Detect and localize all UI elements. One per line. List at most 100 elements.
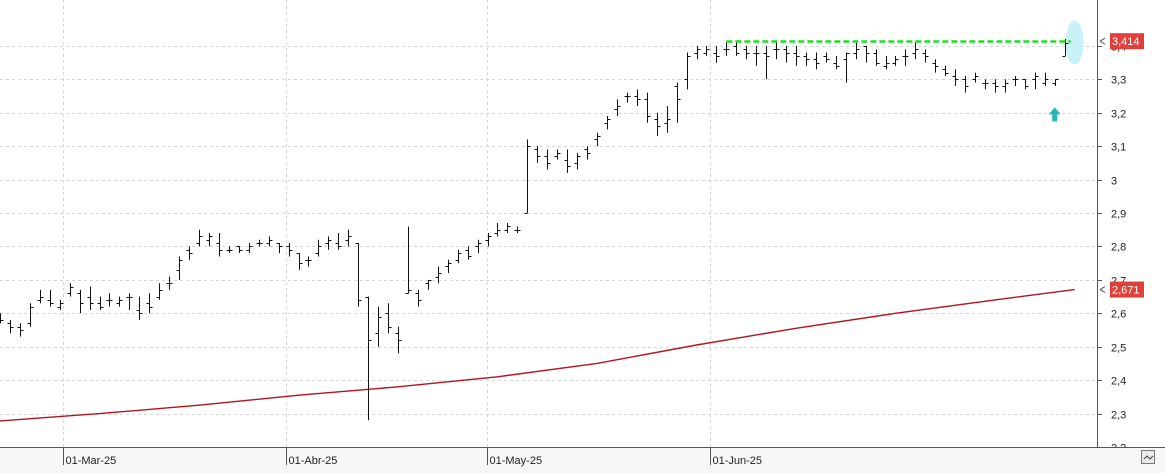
ohlc-bar: [415, 289, 422, 307]
price-badge-bg: [1110, 281, 1144, 298]
ohlc-bar: [982, 79, 989, 90]
ohlc-bar: [67, 283, 74, 297]
ohlc-bar: [37, 289, 44, 304]
ohlc-bar: [853, 42, 860, 60]
ohlc-bar: [176, 256, 183, 280]
y-tick-label: 2,5: [1111, 343, 1126, 355]
ohlc-bar: [196, 229, 203, 247]
ohlc-bar: [524, 139, 531, 214]
ohlc-bar: [395, 326, 402, 354]
x-tick-label: 01-Jun-25: [713, 455, 763, 467]
ohlc-bar: [952, 69, 959, 86]
ohlc-bar: [942, 65, 949, 76]
ohlc-bar: [335, 233, 342, 250]
ohlc-bar: [1012, 75, 1019, 86]
ohlc-bar: [644, 92, 651, 123]
ohlc-bar: [664, 106, 671, 133]
y-tick-label: 2,6: [1111, 309, 1126, 321]
ohlc-bar: [156, 283, 163, 300]
price-badge: 2,671: [1099, 281, 1144, 298]
ohlc-bar: [325, 236, 332, 250]
ohlc-bar: [435, 266, 442, 284]
ohlc-bar: [883, 55, 890, 70]
ohlc-bar: [514, 226, 521, 234]
ohlc-bar: [17, 323, 24, 337]
ohlc-bar: [1002, 79, 1009, 93]
ohlc-bar: [97, 296, 104, 310]
x-axis-strip: [0, 447, 1165, 473]
ohlc-bar: [475, 239, 482, 254]
ohlc-bar: [1022, 79, 1029, 90]
ohlc-bar: [286, 243, 293, 257]
ohlc-bar: [256, 239, 263, 247]
ohlc-bar: [544, 149, 551, 170]
ohlc-bar: [604, 116, 611, 130]
y-tick-label: 3,1: [1111, 142, 1126, 154]
ohlc-bar: [216, 233, 223, 257]
ohlc-bar: [206, 233, 213, 247]
ohlc-bar: [574, 152, 581, 170]
ohlc-bar: [87, 286, 94, 310]
price-pointer-icon: [1099, 37, 1106, 45]
ohlc-bar: [813, 52, 820, 70]
ohlc-bar: [405, 226, 412, 294]
ohlc-bars-layer: [0, 39, 1069, 421]
ohlc-bar: [733, 42, 740, 56]
ohlc-bar: [723, 42, 730, 56]
ohlc-bar: [843, 52, 850, 83]
ohlc-bar: [485, 233, 492, 247]
ohlc-bar: [166, 276, 173, 290]
ohlc-bar: [385, 303, 392, 334]
ohlc-bar: [833, 55, 840, 70]
x-tick-label: 01-May-25: [490, 455, 543, 467]
ohlc-bar: [226, 246, 233, 254]
y-tick-label: 3,3: [1111, 75, 1126, 87]
ohlc-bar: [594, 132, 601, 147]
ohlc-bar: [534, 146, 541, 163]
ohlc-bar: [932, 59, 939, 73]
price-badge-label: 2,671: [1112, 285, 1140, 297]
y-axis: 2,22,32,42,52,62,72,82,933,13,23,33,43,4…: [1097, 0, 1144, 455]
ohlc-bar: [554, 149, 561, 160]
ohlc-bar: [962, 75, 969, 93]
ohlc-bar: [694, 45, 701, 60]
price-badge-bg: [1110, 33, 1144, 50]
ohlc-bar: [465, 246, 472, 260]
grid-layer: [0, 0, 1096, 448]
ohlc-bar: [146, 293, 153, 314]
ohlc-bar: [823, 52, 830, 63]
ohlc-bar: [266, 236, 273, 247]
x-axis: 01-Mar-25 01-Abr-25 01-May-25 01-Jun-25: [0, 447, 1165, 473]
ohlc-bar: [27, 303, 34, 327]
ohlc-bar: [375, 306, 382, 347]
arrow-up-icon: [1048, 107, 1061, 122]
ohlc-bar: [703, 45, 710, 56]
y-tick-label: 2,3: [1111, 410, 1126, 422]
ohlc-bar: [296, 253, 303, 270]
ohlc-bar: [902, 49, 909, 66]
price-badge: 3,414: [1099, 33, 1144, 50]
ohlc-bar: [873, 49, 880, 66]
ohlc-bar: [365, 296, 372, 421]
ohlc-bar: [315, 239, 322, 257]
ohlc-bar: [684, 52, 691, 90]
y-tick-label: 2,8: [1111, 242, 1126, 254]
moving-average-layer: [0, 288, 1075, 422]
annotations-layer: [726, 20, 1084, 122]
ohlc-bar: [236, 246, 243, 254]
ohlc-bar: [136, 296, 143, 320]
y-tick-label: 2,4: [1111, 376, 1126, 388]
ohlc-bar: [912, 42, 919, 60]
ohlc-bar: [186, 246, 193, 260]
ohlc-bar: [634, 89, 641, 107]
ohlc-bar: [305, 256, 312, 267]
ohlc-bar: [106, 293, 113, 307]
ohlc-bar: [1042, 72, 1049, 86]
ohlc-bar: [793, 45, 800, 66]
ohlc-bar: [713, 45, 720, 63]
ohlc-bar: [624, 92, 631, 103]
ohlc-bar: [654, 112, 661, 137]
ohlc-bar: [355, 243, 362, 307]
